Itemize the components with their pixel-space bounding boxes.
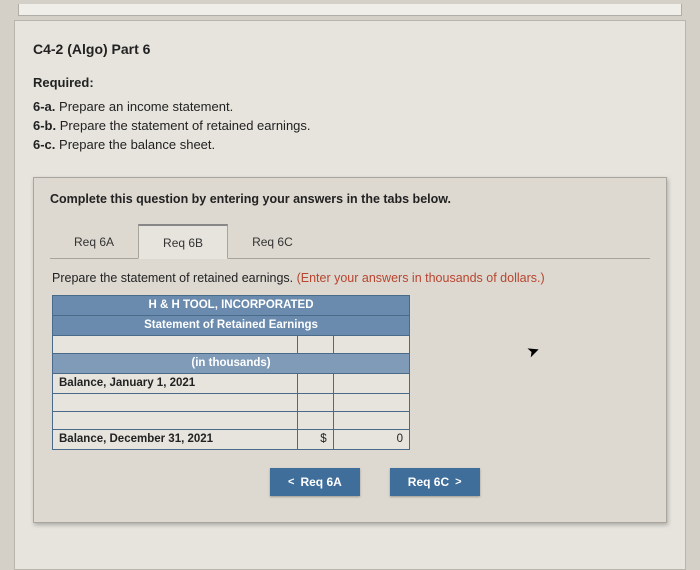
requirement-key: 6-a.: [33, 99, 55, 114]
tab-panel-req-6b: Prepare the statement of retained earnin…: [50, 259, 650, 496]
next-label: Req 6C: [408, 475, 449, 489]
prev-button[interactable]: < Req 6A: [270, 468, 360, 496]
currency-cell[interactable]: [297, 393, 333, 411]
value-cell[interactable]: [333, 373, 409, 393]
requirement-text: Prepare the balance sheet.: [59, 137, 215, 152]
tab-req-6a[interactable]: Req 6A: [50, 224, 138, 258]
nav-buttons: < Req 6A Req 6C >: [270, 468, 648, 496]
sub-instruction: Prepare the statement of retained earnin…: [52, 271, 648, 285]
tab-req-6c[interactable]: Req 6C: [228, 224, 317, 258]
retained-earnings-table: H & H TOOL, INCORPORATED Statement of Re…: [52, 295, 410, 450]
page-title: C4-2 (Algo) Part 6: [33, 41, 667, 57]
value-cell[interactable]: [333, 411, 409, 429]
question-page: C4-2 (Algo) Part 6 Required: 6-a. Prepar…: [14, 20, 686, 570]
requirement-text: Prepare an income statement.: [59, 99, 233, 114]
prev-label: Req 6A: [300, 475, 341, 489]
requirement-text: Prepare the statement of retained earnin…: [60, 118, 311, 133]
tabs-bar: Req 6A Req 6B Req 6C: [50, 224, 650, 259]
tab-req-6b[interactable]: Req 6B: [138, 224, 228, 259]
value-cell[interactable]: [333, 393, 409, 411]
currency-cell[interactable]: $: [297, 429, 333, 449]
empty-cell[interactable]: [53, 335, 298, 353]
requirement-item: 6-c. Prepare the balance sheet.: [33, 136, 667, 155]
empty-cell[interactable]: [333, 335, 409, 353]
units-header: (in thousands): [53, 353, 410, 373]
requirement-item: 6-a. Prepare an income statement.: [33, 98, 667, 117]
currency-cell[interactable]: [297, 411, 333, 429]
empty-cell[interactable]: [297, 335, 333, 353]
previous-card-fragment: [18, 4, 682, 16]
row-label-cell[interactable]: [53, 393, 298, 411]
row-label-cell[interactable]: [53, 411, 298, 429]
requirement-key: 6-b.: [33, 118, 56, 133]
requirement-item: 6-b. Prepare the statement of retained e…: [33, 117, 667, 136]
sub-instruction-text: Prepare the statement of retained earnin…: [52, 271, 297, 285]
next-button[interactable]: Req 6C >: [390, 468, 480, 496]
requirement-key: 6-c.: [33, 137, 55, 152]
sub-instruction-hint: (Enter your answers in thousands of doll…: [297, 271, 545, 285]
chevron-left-icon: <: [288, 476, 294, 488]
chevron-right-icon: >: [455, 476, 461, 488]
company-header: H & H TOOL, INCORPORATED: [53, 295, 410, 315]
row-label[interactable]: Balance, December 31, 2021: [53, 429, 298, 449]
card-instruction: Complete this question by entering your …: [50, 192, 650, 206]
required-label: Required:: [33, 75, 667, 90]
currency-cell[interactable]: [297, 373, 333, 393]
row-label[interactable]: Balance, January 1, 2021: [53, 373, 298, 393]
answer-card: Complete this question by entering your …: [33, 177, 667, 523]
statement-header: Statement of Retained Earnings: [53, 315, 410, 335]
value-cell[interactable]: 0: [333, 429, 409, 449]
